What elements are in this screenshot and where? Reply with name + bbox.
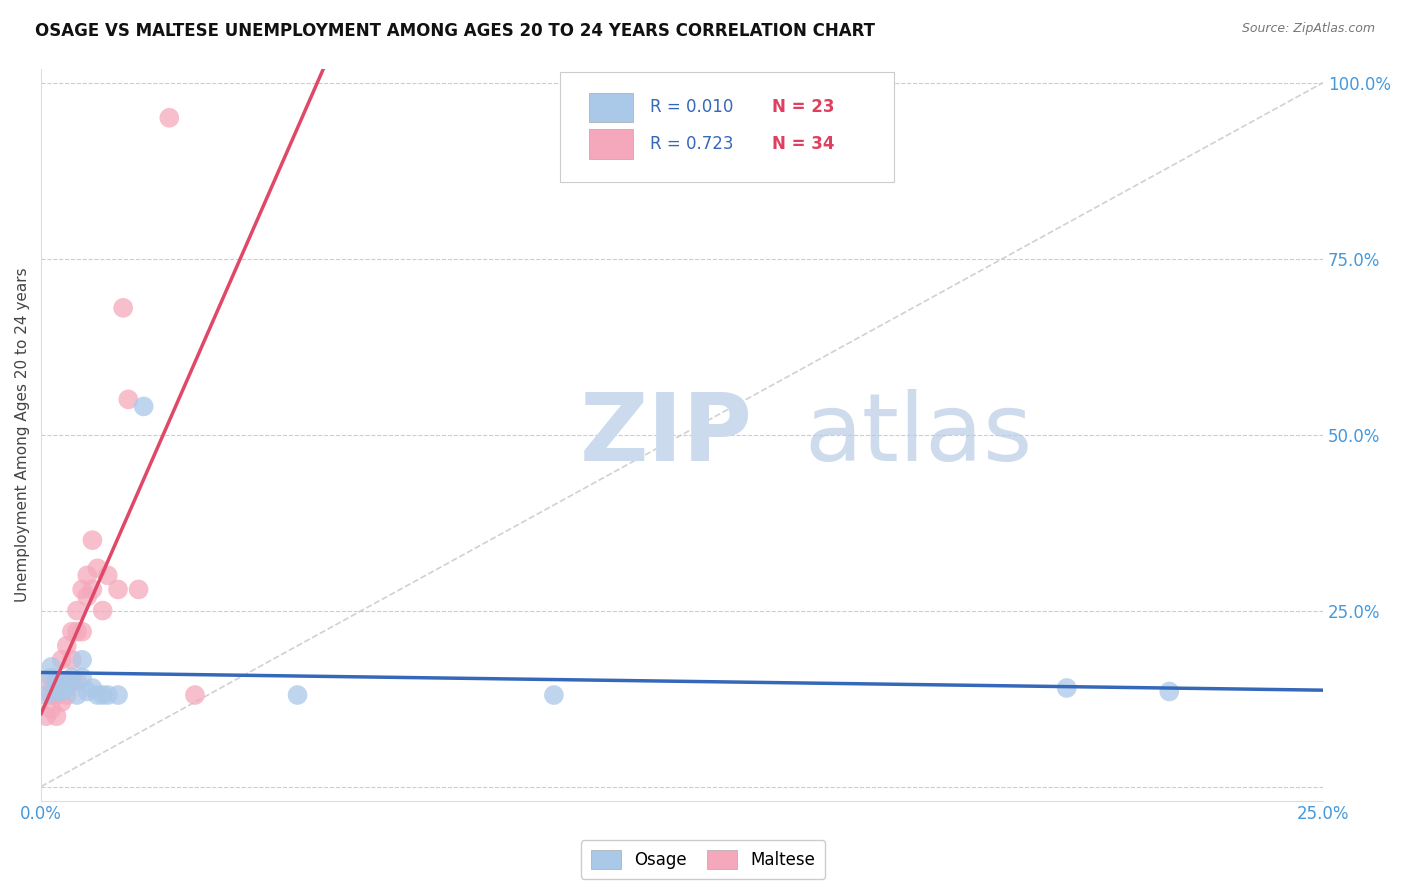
Point [70, 653, 93, 667]
Point [41, 688, 63, 702]
FancyBboxPatch shape [589, 129, 634, 159]
Point [35, 673, 58, 688]
Text: R = 0.010: R = 0.010 [650, 98, 734, 116]
Point [70, 582, 93, 597]
Point [45, 673, 67, 688]
Point [543, 688, 565, 702]
Point [76, 684, 98, 698]
Point [82, 681, 104, 695]
Point [66, 624, 89, 639]
Point [76, 590, 98, 604]
Point [55, 681, 77, 695]
FancyBboxPatch shape [561, 72, 894, 182]
Text: ZIP: ZIP [579, 389, 752, 481]
Point [41, 702, 63, 716]
Point [60, 653, 83, 667]
Text: N = 34: N = 34 [772, 135, 834, 153]
Point [41, 670, 63, 684]
Point [60, 670, 83, 684]
Point [97, 568, 120, 582]
Point [128, 582, 150, 597]
Point [157, 111, 180, 125]
Point [82, 582, 104, 597]
Point [45, 688, 67, 702]
Point [60, 624, 83, 639]
Point [86, 561, 108, 575]
Text: N = 23: N = 23 [772, 98, 834, 116]
Point [184, 688, 207, 702]
Point [45, 684, 67, 698]
Point [66, 688, 89, 702]
Point [86, 688, 108, 702]
Text: atlas: atlas [804, 389, 1032, 481]
Point [51, 673, 73, 688]
Point [51, 653, 73, 667]
Point [35, 688, 58, 702]
Point [112, 301, 135, 315]
Point [97, 688, 120, 702]
Point [76, 568, 98, 582]
Point [117, 392, 139, 407]
Point [132, 400, 155, 414]
Point [60, 673, 83, 688]
Point [41, 660, 63, 674]
Point [35, 709, 58, 723]
Point [107, 688, 129, 702]
FancyBboxPatch shape [589, 93, 634, 122]
Text: Source: ZipAtlas.com: Source: ZipAtlas.com [1241, 22, 1375, 36]
Point [107, 582, 129, 597]
Point [91, 603, 114, 617]
Point [82, 533, 104, 548]
Point [45, 673, 67, 688]
Point [55, 673, 77, 688]
Text: OSAGE VS MALTESE UNEMPLOYMENT AMONG AGES 20 TO 24 YEARS CORRELATION CHART: OSAGE VS MALTESE UNEMPLOYMENT AMONG AGES… [35, 22, 875, 40]
Point [51, 684, 73, 698]
Point [1159, 684, 1181, 698]
Point [55, 639, 77, 653]
Text: R = 0.723: R = 0.723 [650, 135, 734, 153]
Point [45, 709, 67, 723]
Point [1056, 681, 1078, 695]
Point [287, 688, 309, 702]
Point [70, 670, 93, 684]
Point [55, 688, 77, 702]
Point [55, 673, 77, 688]
Point [51, 695, 73, 709]
Point [66, 603, 89, 617]
Point [91, 688, 114, 702]
Legend: Osage, Maltese: Osage, Maltese [581, 840, 825, 880]
Point [66, 673, 89, 688]
Point [70, 624, 93, 639]
Y-axis label: Unemployment Among Ages 20 to 24 years: Unemployment Among Ages 20 to 24 years [15, 268, 30, 602]
